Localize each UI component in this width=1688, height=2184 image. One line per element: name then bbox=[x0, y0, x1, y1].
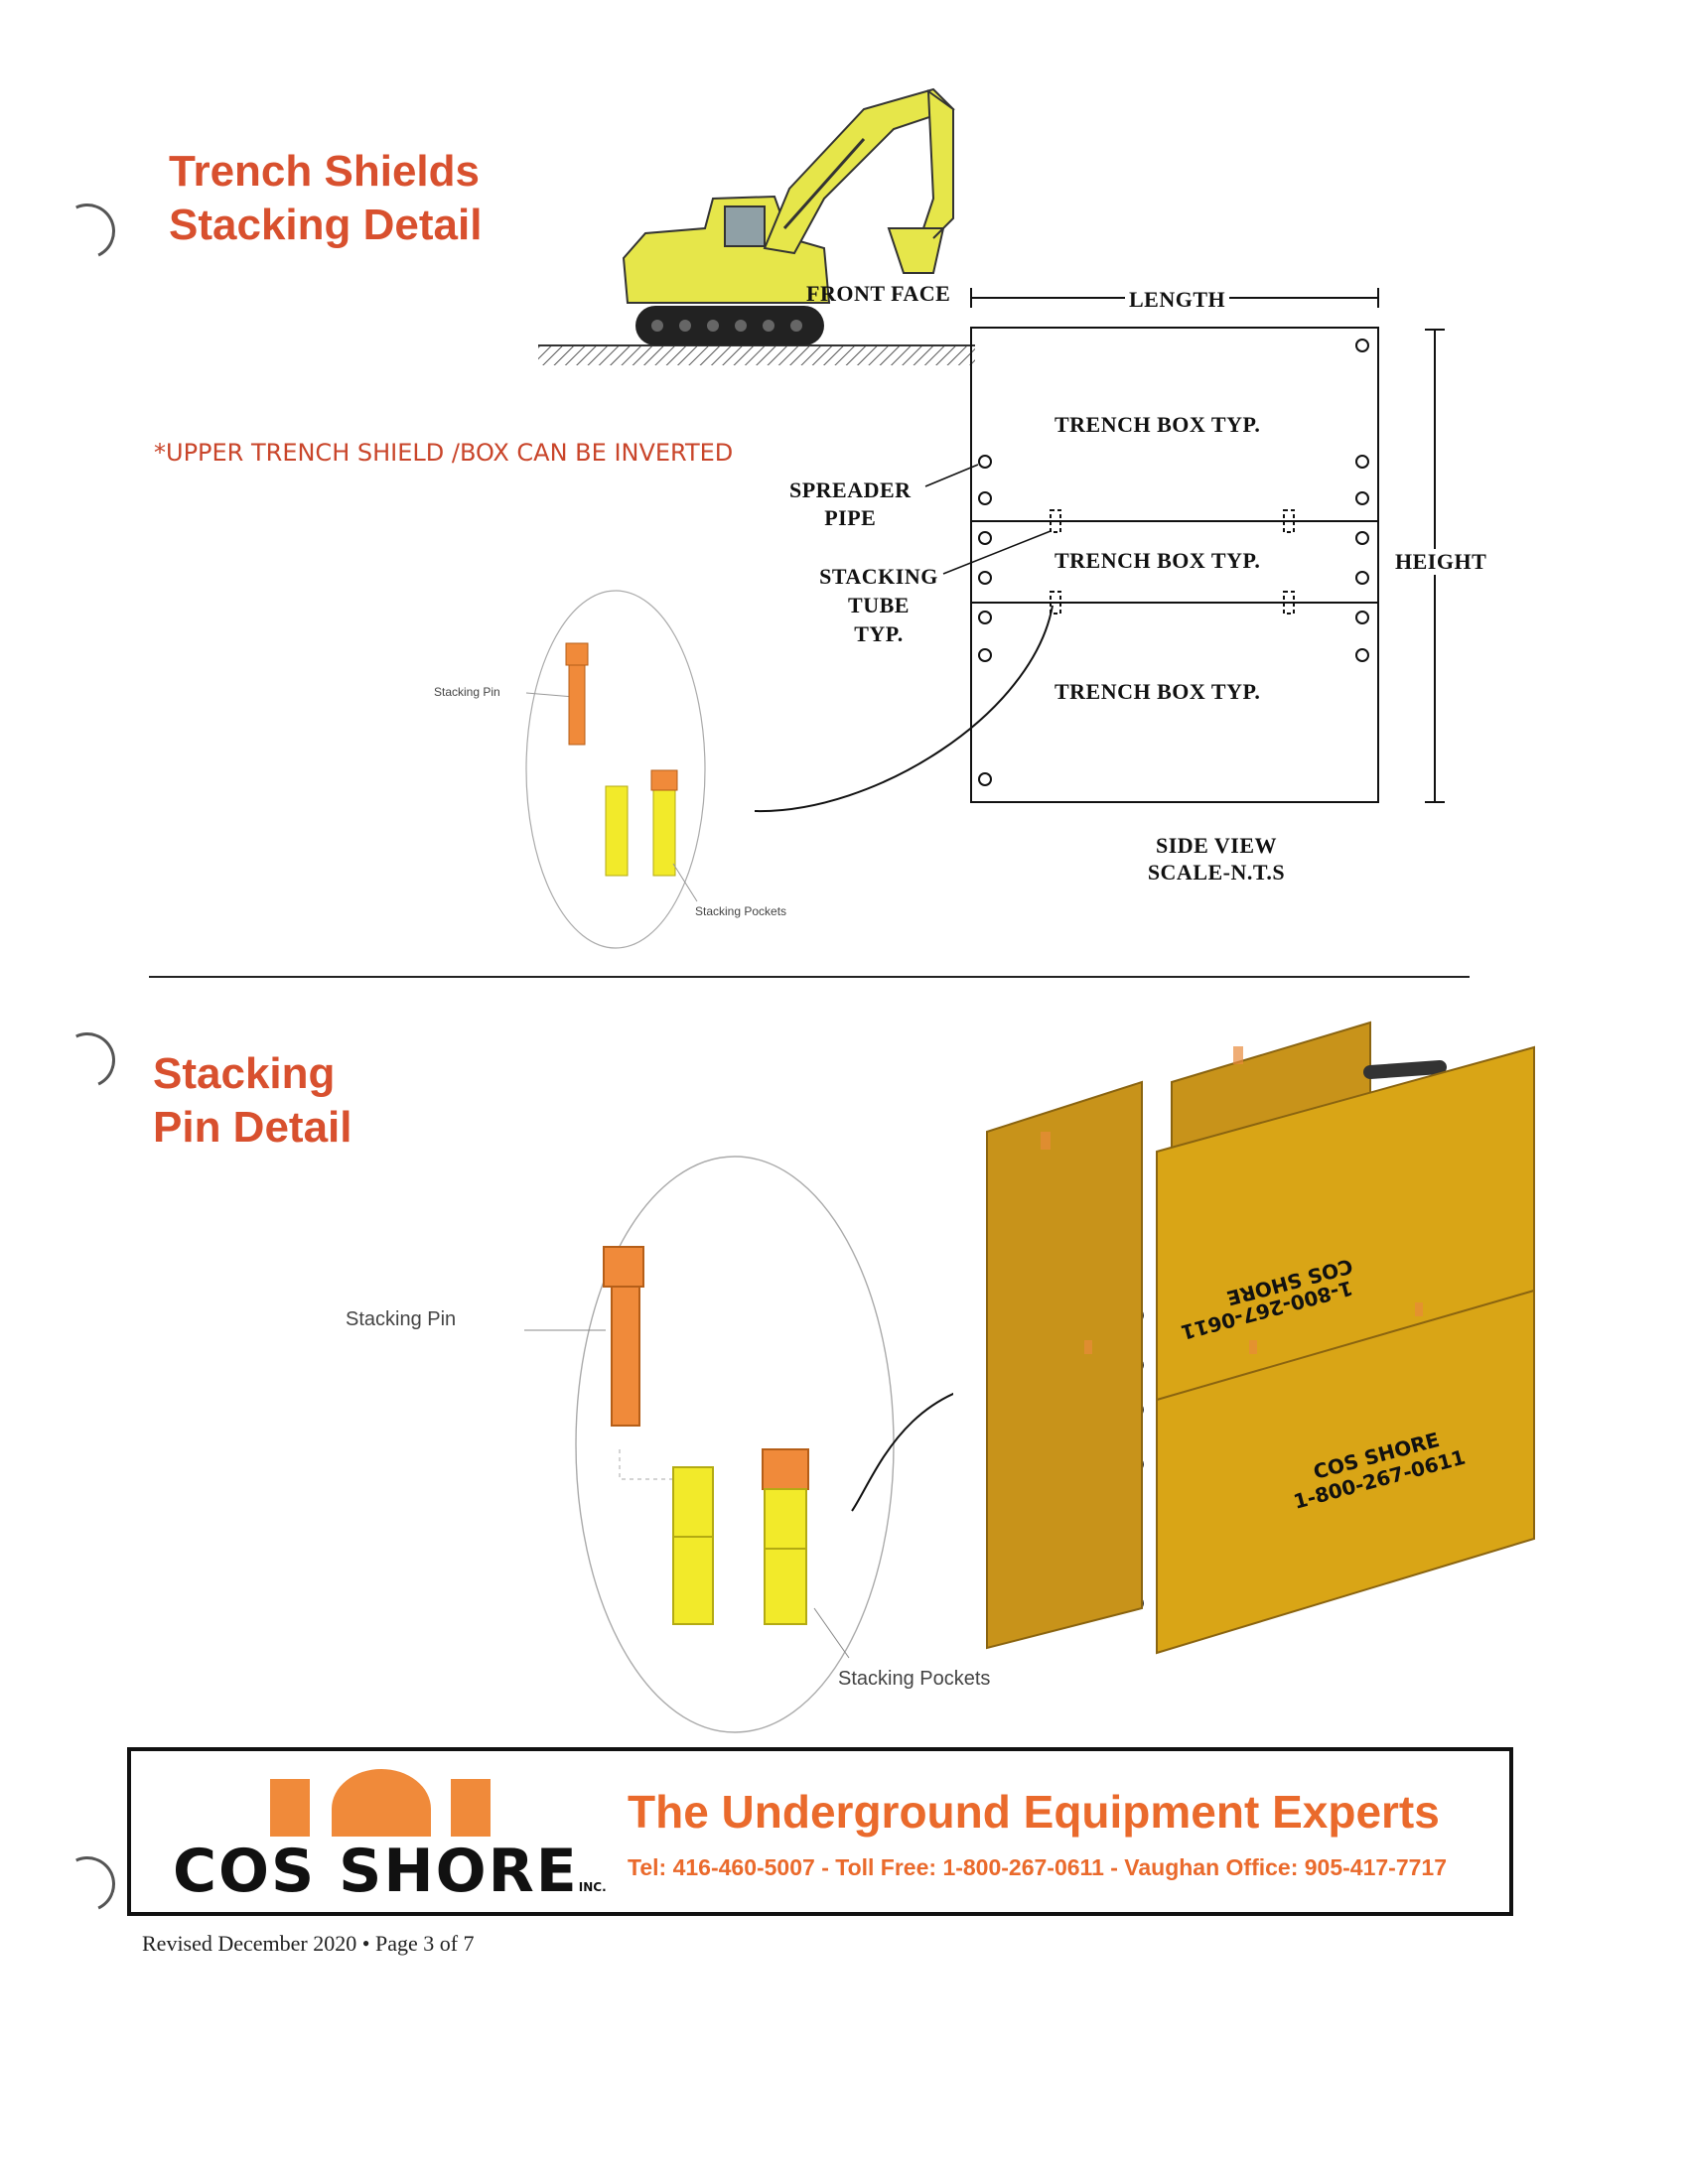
side-view-caption: SIDE VIEW SCALE-N.T.S bbox=[1147, 833, 1286, 885]
cos-shore-logo-icon bbox=[270, 1769, 491, 1837]
stacking-pin-label: Stacking Pin bbox=[346, 1308, 457, 1330]
length-label: LENGTH bbox=[1125, 287, 1230, 313]
contact-info: Tel: 416-460-5007 - Toll Free: 1-800-267… bbox=[628, 1854, 1448, 1880]
trench-box-label-top: TRENCH BOX TYP. bbox=[1055, 412, 1261, 437]
stacking-pockets-label: Stacking Pockets bbox=[838, 1668, 991, 1690]
small-pin-detail-illustration bbox=[525, 590, 706, 949]
trench-box-label-middle: TRENCH BOX TYP. bbox=[1055, 548, 1261, 573]
spreader-pipe-label: SPREADER PIPE bbox=[789, 478, 912, 530]
section1-title: Trench Shields Stacking Detail bbox=[169, 147, 483, 249]
pin-detail-illustration bbox=[524, 1156, 953, 1733]
front-face-label: FRONT FACE bbox=[806, 281, 951, 306]
trench-box-3d-illustration: 1-800-267-0611 COS SHORE COS SHORE 1-800… bbox=[986, 1021, 1535, 1655]
binder-hole-icon bbox=[52, 1848, 123, 1920]
footer-banner: COS SHOREINC. The Underground Equipment … bbox=[127, 1747, 1513, 1916]
height-label: HEIGHT bbox=[1393, 549, 1489, 575]
stacking-pockets-label-small: Stacking Pockets bbox=[695, 904, 787, 918]
revision-footer: Revised December 2020 • Page 3 of 7 bbox=[142, 1931, 475, 1956]
binder-hole-icon bbox=[52, 1024, 123, 1096]
stacking-pin-label-small: Stacking Pin bbox=[434, 685, 500, 699]
binder-hole-icon bbox=[52, 196, 123, 267]
excavator-illustration bbox=[538, 87, 975, 365]
tagline: The Underground Equipment Experts bbox=[628, 1786, 1440, 1838]
inverted-note: *UPPER TRENCH SHIELD /BOX CAN BE INVERTE… bbox=[154, 439, 734, 467]
section-divider bbox=[149, 976, 1470, 978]
trench-box-label-bottom: TRENCH BOX TYP. bbox=[1055, 679, 1261, 704]
side-view-drawing bbox=[754, 288, 1445, 813]
brand-name: COS SHOREINC. bbox=[173, 1837, 607, 1906]
section2-title: Stacking Pin Detail bbox=[153, 1049, 352, 1152]
stacking-tube-label: STACKING TUBE TYP. bbox=[819, 564, 938, 646]
